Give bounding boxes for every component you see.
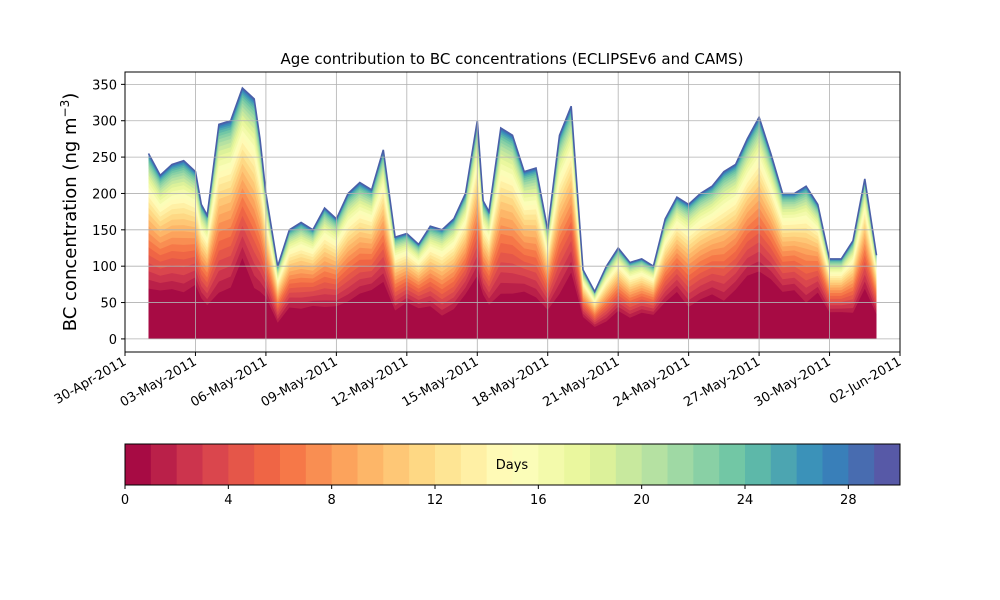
y-tick-label: 300 [92,115,117,130]
y-axis-label: BC concentration (ng m−3) [58,93,81,332]
colorbar-band [176,444,203,485]
y-tick-label: 200 [92,187,117,202]
colorbar-band [719,444,746,485]
colorbar-band [254,444,281,485]
y-axis-label-exponent: −3 [58,100,72,118]
x-tick-label: 24-May-2011 [611,354,693,410]
colorbar-band [280,444,307,485]
x-tick-label: 21-May-2011 [541,354,623,410]
colorbar-band [745,444,772,485]
x-tick-label: 18-May-2011 [470,354,552,410]
y-tick-label: 50 [100,297,117,312]
x-tick-label: 30-May-2011 [752,354,834,410]
colorbar-band [202,444,229,485]
x-tick-label: 15-May-2011 [400,354,482,410]
colorbar: 0 4 8 12 16 20 24 28 [121,443,901,508]
colorbar-band [150,444,178,485]
colorbar-band [125,444,152,485]
colorbar-tick-label: 4 [224,493,232,508]
colorbar-band [460,444,488,485]
colorbar-tick-label: 12 [427,493,444,508]
colorbar-band [796,444,823,485]
x-tick-label: 12-May-2011 [329,354,411,410]
x-tick-label: 06-May-2011 [188,354,270,410]
colorbar-band [357,444,384,485]
y-tick-label: 150 [92,224,117,239]
colorbar-band [590,444,617,485]
colorbar-band [305,444,333,485]
colorbar-frame [124,443,901,486]
colorbar-band [538,444,565,485]
age-layer-0 [148,258,877,339]
y-tick-label: 0 [109,333,117,348]
colorbar-tick-label: 0 [121,493,129,508]
colorbar-band [435,444,462,485]
axes-frame [124,71,901,353]
colorbar-tick-label: 28 [840,493,857,508]
colorbar-band [564,444,591,485]
colorbar-tick-label: 8 [328,493,336,508]
plot-area [147,86,878,339]
total-line [147,86,878,294]
y-axis: 0 50 100 150 200 250 300 350 [92,78,125,348]
colorbar-band [486,444,513,485]
colorbar-band [693,444,720,485]
x-tick-label: 02-Jun-2011 [827,354,904,407]
colorbar-band [512,444,539,485]
chart-title: Age contribution to BC concentrations (E… [281,50,744,68]
colorbar-band [667,444,694,485]
y-tick-label: 350 [92,78,117,93]
colorbar-tick-label: 24 [737,493,754,508]
colorbar-band [848,444,875,485]
colorbar-label: Days [496,458,529,473]
colorbar-tick-label: 20 [633,493,650,508]
x-tick-label: 27-May-2011 [681,354,763,410]
y-tick-label: 100 [92,260,117,275]
colorbar-band [641,444,668,485]
colorbar-band [615,444,643,485]
colorbar-band [770,444,798,485]
colorbar-band [383,444,410,485]
colorbar-band [874,444,901,485]
x-tick-label: 30-Apr-2011 [52,354,129,407]
x-tick-label: 09-May-2011 [259,354,341,410]
colorbar-band [331,444,358,485]
y-tick-label: 250 [92,151,117,166]
x-axis: 30-Apr-201103-May-201106-May-201109-May-… [52,352,904,410]
colorbar-tick-label: 16 [530,493,547,508]
x-tick-label: 03-May-2011 [118,354,200,410]
colorbar-band [822,444,849,485]
colorbar-band [228,444,255,485]
colorbar-band [409,444,436,485]
